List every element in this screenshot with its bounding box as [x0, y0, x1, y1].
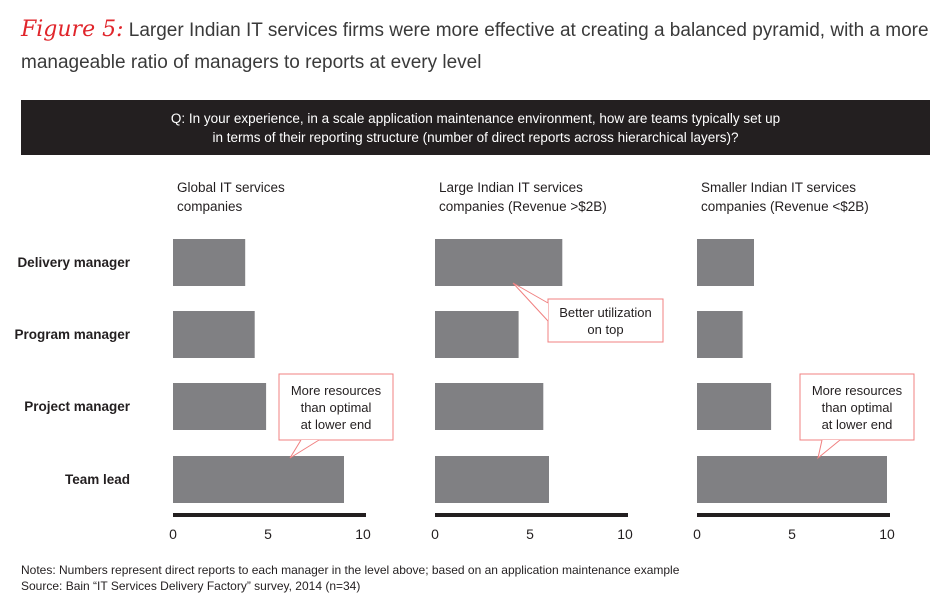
chart-title: companies (Revenue <$2B) [701, 199, 869, 214]
x-tick-label: 5 [788, 526, 796, 542]
callout-text: on top [587, 322, 623, 337]
question-line-1: Q: In your experience, in a scale applic… [170, 110, 781, 126]
question-banner: Q: In your experience, in a scale applic… [21, 100, 930, 155]
notes-line: Notes: Numbers represent direct reports … [21, 563, 680, 577]
bar-project-manager [697, 383, 772, 430]
figure-label: Figure 5: [21, 17, 124, 42]
source-line: Source: Bain “IT Services Delivery Facto… [21, 579, 361, 593]
callout-text: than optimal [301, 400, 372, 415]
callout-pointer [512, 282, 549, 322]
bar-delivery-manager [697, 239, 754, 286]
x-tick-label: 10 [879, 526, 895, 542]
figure-title: Figure 5: Larger Indian IT services firm… [21, 14, 941, 79]
chart-title: companies [177, 199, 243, 214]
callout-box [278, 373, 394, 441]
x-tick-label: 10 [617, 526, 633, 542]
callout-text: More resources [291, 383, 382, 398]
bar-delivery-manager [435, 239, 563, 286]
callout-text: than optimal [822, 400, 893, 415]
bar-team-lead [173, 456, 344, 503]
chart-title: Global IT services [177, 180, 285, 195]
callout-text: at lower end [301, 417, 372, 432]
callout-text: at lower end [822, 417, 893, 432]
x-tick-label: 0 [169, 526, 177, 542]
callout-text: More resources [812, 383, 903, 398]
x-tick-label: 10 [355, 526, 371, 542]
callout-text: Better utilization [559, 305, 652, 320]
x-axis-line [173, 513, 366, 517]
chart-title: Large Indian IT services [439, 180, 583, 195]
x-tick-label: 0 [431, 526, 439, 542]
callout-pointer [289, 439, 320, 459]
bar-program-manager [173, 311, 255, 358]
row-label: Program manager [14, 327, 130, 342]
row-label: Project manager [24, 399, 131, 414]
x-tick-label: 5 [264, 526, 272, 542]
x-axis-line [435, 513, 628, 517]
row-label: Team lead [65, 472, 130, 487]
bar-project-manager [173, 383, 267, 430]
bar-delivery-manager [173, 239, 246, 286]
bar-project-manager [435, 383, 544, 430]
figure-title-text: Larger Indian IT services firms were mor… [21, 20, 929, 73]
x-tick-label: 0 [693, 526, 701, 542]
callout-pointer [817, 439, 841, 460]
chart-title: Smaller Indian IT services [701, 180, 856, 195]
x-axis-line [697, 513, 890, 517]
row-label: Delivery manager [17, 255, 130, 270]
bar-program-manager [697, 311, 743, 358]
chart-title: companies (Revenue >$2B) [439, 199, 607, 214]
bar-program-manager [435, 311, 519, 358]
notes: Notes: Numbers represent direct reports … [21, 562, 679, 594]
question-line-2: in terms of their reporting structure (n… [212, 129, 739, 145]
bar-team-lead [697, 456, 887, 503]
callout-box [799, 373, 915, 441]
bar-team-lead [435, 456, 549, 503]
x-tick-label: 5 [526, 526, 534, 542]
